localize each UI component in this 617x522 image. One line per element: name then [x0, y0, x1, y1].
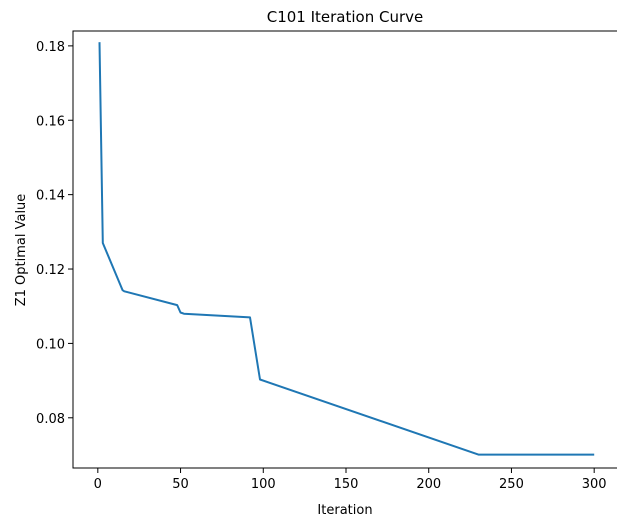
chart-title: C101 Iteration Curve	[267, 8, 424, 26]
x-tick-label: 100	[251, 477, 276, 492]
y-tick-label: 0.16	[36, 114, 65, 129]
x-tick-label: 300	[582, 477, 607, 492]
y-tick-label: 0.08	[36, 412, 65, 427]
x-axis: 0 50 100 150 200 250 300	[94, 468, 607, 492]
x-tick-label: 50	[172, 477, 189, 492]
y-tick-label: 0.10	[36, 337, 65, 352]
series-line	[98, 42, 595, 456]
x-tick-label: 200	[416, 477, 441, 492]
x-tick-label: 150	[334, 477, 359, 492]
y-tick-label: 0.12	[36, 263, 65, 278]
x-tick-label: 0	[94, 477, 102, 492]
y-tick-label: 0.18	[36, 40, 65, 55]
y-axis: 0.08 0.10 0.12 0.14 0.16 0.18	[36, 40, 73, 427]
y-tick-label: 0.14	[36, 189, 65, 204]
y-axis-label: Z1 Optimal Value	[14, 194, 29, 307]
x-axis-label: Iteration	[317, 503, 372, 518]
plot-area	[72, 30, 617, 469]
x-tick-label: 250	[499, 477, 524, 492]
